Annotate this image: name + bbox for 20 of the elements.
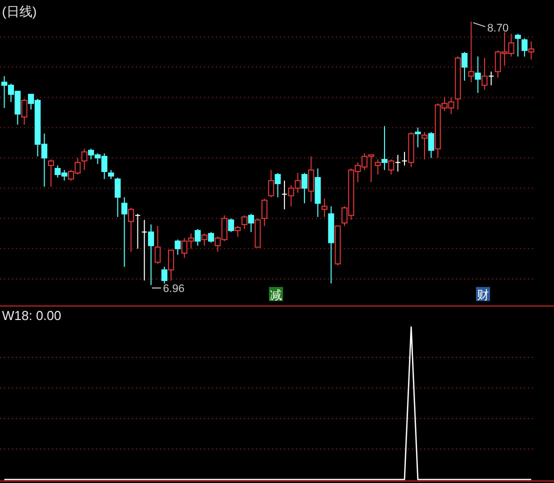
candlestick bbox=[321, 198, 328, 218]
candlestick bbox=[474, 56, 481, 94]
text: 减 bbox=[270, 288, 282, 302]
candlestick bbox=[121, 196, 128, 268]
chart-title: (日线) bbox=[2, 4, 37, 19]
candlestick bbox=[394, 154, 401, 172]
candlestick bbox=[261, 198, 268, 226]
candlestick bbox=[281, 180, 288, 210]
text: 财 bbox=[477, 288, 489, 302]
candlestick bbox=[148, 224, 154, 286]
candlestick bbox=[314, 168, 321, 218]
candlestick bbox=[328, 206, 334, 284]
candlestick bbox=[528, 40, 534, 60]
candlestick bbox=[468, 21, 474, 83]
candlestick bbox=[381, 126, 388, 170]
chart-title: W18: 0.00 bbox=[2, 308, 62, 323]
annotation: 8.70 bbox=[487, 22, 509, 35]
candlestick bbox=[308, 156, 314, 202]
candlestick bbox=[141, 219, 148, 281]
annotation: 6.96 bbox=[163, 283, 184, 295]
